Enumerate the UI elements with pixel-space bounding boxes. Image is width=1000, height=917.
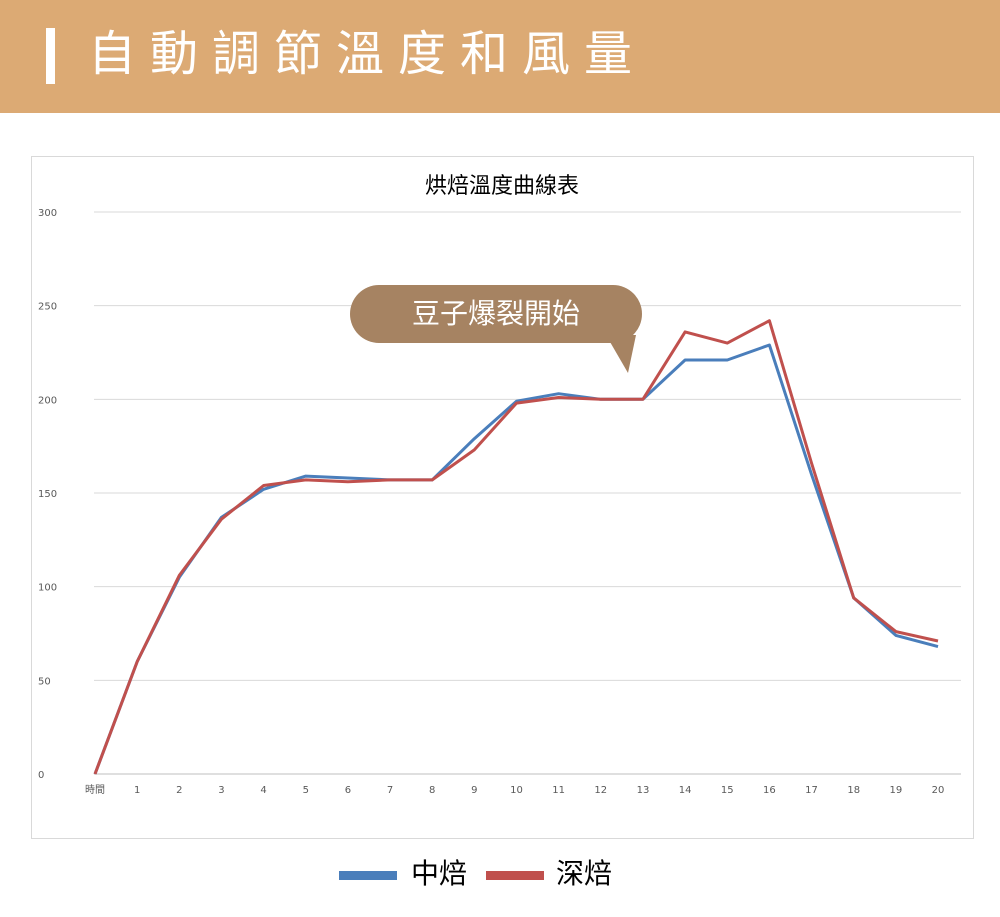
y-tick-label: 150 <box>38 489 57 500</box>
y-tick-label: 0 <box>38 770 44 781</box>
x-tick-label: 16 <box>763 785 776 796</box>
x-tick-label: 1 <box>134 785 140 796</box>
series-line-medium <box>93 343 939 775</box>
x-tick-label: 5 <box>303 785 309 796</box>
chart-legend: 中焙 深焙 <box>0 852 1000 898</box>
y-tick-label: 100 <box>38 583 57 594</box>
callout-shape <box>350 285 642 343</box>
y-tick-label: 300 <box>38 208 57 219</box>
chart-frame: 0 50 100 150 200 250 300 時間 1 2 3 4 5 6 7 8 9 10 11 12 13 14… <box>31 156 974 839</box>
x-tick-label: 17 <box>805 785 818 796</box>
y-tick-label: 50 <box>38 676 51 687</box>
legend-label-medium: 中焙 <box>411 857 468 890</box>
x-tick-label: 11 <box>552 785 565 796</box>
series-line-dark <box>93 319 939 775</box>
x-tick-label: 12 <box>594 785 607 796</box>
header-banner: 自動調節溫度和風量 <box>0 0 1000 113</box>
callout-tail <box>606 335 636 373</box>
x-tick-label: 15 <box>721 785 734 796</box>
x-tick-label: 7 <box>387 785 393 796</box>
x-tick-label: 2 <box>176 785 182 796</box>
series-lines <box>93 319 939 775</box>
header-accent-bar <box>46 28 55 84</box>
legend-label-dark: 深焙 <box>556 857 613 890</box>
x-tick-label: 6 <box>345 785 351 796</box>
y-tick-label: 200 <box>38 395 57 406</box>
x-tick-labels: 時間 1 2 3 4 5 6 7 8 9 10 11 12 13 14 15 16 17 18 19 20 <box>85 784 944 796</box>
x-tick-label: 19 <box>889 785 902 796</box>
callout-bubble: 豆子爆裂開始 <box>350 285 642 373</box>
x-tick-label: 20 <box>932 785 945 796</box>
y-tick-labels: 0 50 100 150 200 250 300 <box>38 208 57 781</box>
x-tick-label: 時間 <box>85 784 105 796</box>
chart-title: 烘焙溫度曲線表 <box>425 174 579 199</box>
x-tick-label: 13 <box>637 785 650 796</box>
page-title: 自動調節溫度和風量 <box>88 26 647 82</box>
x-tick-label: 4 <box>260 785 266 796</box>
x-tick-label: 10 <box>510 785 523 796</box>
callout-text: 豆子爆裂開始 <box>412 297 580 330</box>
x-tick-label: 14 <box>679 785 692 796</box>
x-tick-label: 3 <box>218 785 224 796</box>
x-tick-label: 9 <box>471 785 477 796</box>
legend-swatch-medium <box>339 871 397 880</box>
x-tick-label: 18 <box>847 785 860 796</box>
y-tick-label: 250 <box>38 302 57 313</box>
legend-swatch-dark <box>486 871 544 880</box>
x-tick-label: 8 <box>429 785 435 796</box>
